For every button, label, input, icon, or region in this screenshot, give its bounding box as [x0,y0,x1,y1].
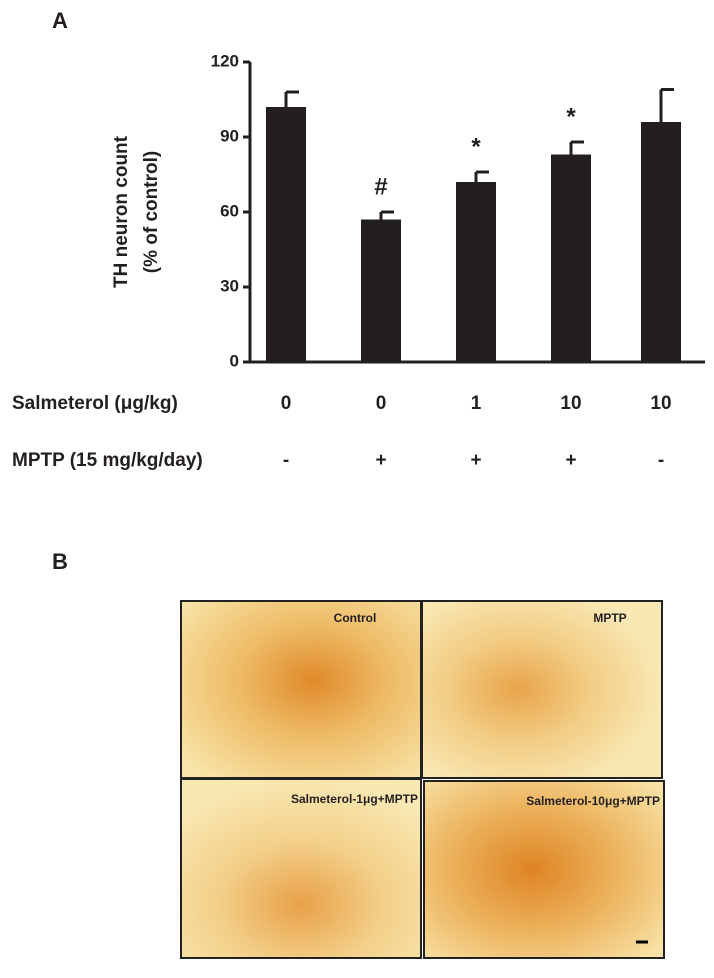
row-label: MPTP (15 mg/kg/day) [12,450,203,471]
x-tick-label: 0 [281,393,292,414]
x-tick-label: 0 [376,393,387,414]
x-tick-label: 1 [471,393,482,414]
bar [266,107,306,362]
bar [361,219,401,362]
micrographs: Control MPTP Salmeterol-1μg+MPTP Salmete… [180,600,665,959]
x-tick-label: 10 [650,393,671,414]
bar [551,154,591,362]
y-tick-label: 30 [220,276,239,295]
row-label: Salmeterol (μg/kg) [12,393,178,414]
y-axis-label: TH neuron count [111,135,132,288]
y-tick-label: 90 [220,126,239,145]
x-tick-label: - [283,450,289,471]
x-tick-label: - [658,450,664,471]
y-tick-label: 0 [230,351,239,370]
micrograph [180,600,422,779]
significance-marker: # [374,173,387,200]
image-label: MPTP [593,611,626,625]
micrograph [421,600,663,779]
y-tick-label: 60 [220,201,239,220]
x-tick-label: + [565,450,576,471]
panel-label: A [52,8,68,33]
micrograph [423,780,665,959]
x-tick-label: + [375,450,386,471]
bar [641,122,681,362]
image-label: Salmeterol-1μg+MPTP [291,792,418,806]
image-label: Control [334,611,377,625]
significance-marker: * [566,103,576,130]
panel-label: B [52,549,68,574]
x-tick-label: 10 [560,393,581,414]
micrograph [180,778,422,959]
image-label: Salmeterol-10μg+MPTP [526,794,660,808]
bar [456,182,496,362]
x-tick-label: + [470,450,481,471]
y-tick-label: 120 [211,51,239,70]
y-axis-label: (% of control) [141,151,162,273]
significance-marker: * [471,133,481,160]
